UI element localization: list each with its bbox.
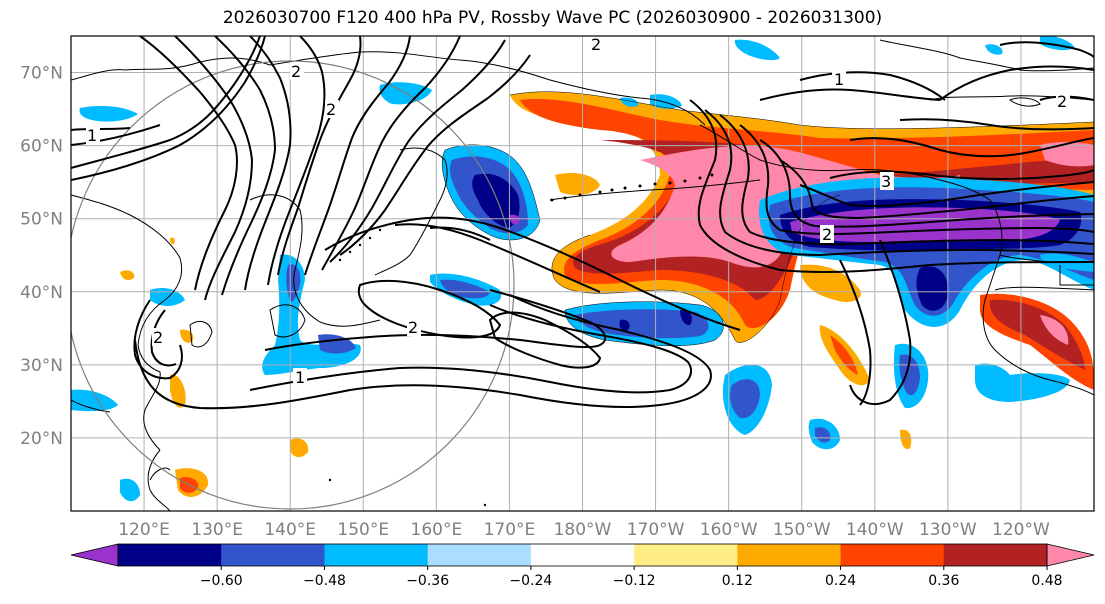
colorbar-label: −0.48 (303, 573, 346, 589)
svg-text:1: 1 (295, 368, 305, 387)
pv-contours (71, 36, 1094, 410)
longitude-label: 130°W (919, 520, 977, 540)
longitude-label: 130°E (191, 520, 243, 540)
svg-text:2: 2 (591, 35, 601, 54)
contour-label: 2 (590, 35, 604, 54)
colorbar-label: −0.12 (613, 573, 656, 589)
negative-anomaly-fill (71, 36, 1094, 502)
contour-label: 2 (1056, 92, 1070, 111)
colorbar-lower-extend (70, 543, 119, 567)
colorbar-cell (943, 544, 1048, 566)
latitude-label: 30°N (20, 356, 63, 376)
svg-text:3: 3 (881, 172, 891, 191)
colorbar: −0.60 −0.48 −0.36 −0.24 −0.12 0.12 0.24 0.36 0.4… (70, 543, 1095, 589)
longitude-label: 120°E (118, 520, 170, 540)
colorbar-cell (530, 544, 635, 566)
colorbar-cell (221, 544, 325, 566)
latitude-label: 70°N (20, 64, 63, 84)
latitude-label: 40°N (20, 283, 63, 303)
colorbar-label: −0.36 (406, 573, 449, 589)
colorbar-label: 0.24 (825, 573, 856, 589)
svg-text:2: 2 (1057, 92, 1067, 111)
contour-label: 1 (86, 126, 100, 145)
contour-label: 2 (152, 328, 166, 347)
colorbar-label: 0.12 (722, 573, 753, 589)
svg-text:1: 1 (87, 126, 97, 145)
longitude-labels: 120°E 130°E 140°E 150°E 160°E 170°E 180°W 170°W… (118, 520, 1050, 540)
map-frame (70, 35, 1095, 512)
contour-label: 2 (325, 100, 339, 119)
latitude-label: 60°N (20, 137, 63, 157)
colorbar-cell (118, 544, 222, 566)
colorbar-label: −0.24 (509, 573, 552, 589)
longitude-label: 140°W (846, 520, 904, 540)
contour-label: 1 (293, 368, 307, 387)
colorbar-cell (840, 544, 945, 566)
svg-text:2: 2 (822, 225, 832, 244)
latitude-label: 20°N (20, 429, 63, 449)
colorbar-cell (324, 544, 429, 566)
map-area: 2 2 2 2 1 1 3 2 2 1 2 (71, 35, 1094, 511)
longitude-label: 140°E (264, 520, 316, 540)
svg-text:2: 2 (408, 318, 418, 337)
colorbar-upper-extend (1046, 543, 1095, 567)
colorbar-frame (117, 543, 1048, 567)
colorbar-label: −0.60 (200, 573, 243, 589)
aleutian-islands (328, 173, 714, 507)
longitude-label: 150°W (773, 520, 831, 540)
longitude-label: 160°E (411, 520, 463, 540)
svg-text:2: 2 (291, 62, 301, 81)
svg-text:1: 1 (834, 70, 844, 89)
influence-circle (71, 60, 515, 510)
longitude-label: 170°W (627, 520, 685, 540)
map-title: 2026030700 F120 400 hPa PV, Rossby Wave … (222, 8, 883, 28)
coastlines (71, 39, 1094, 511)
contour-labels: 2 2 2 2 1 1 3 2 2 1 2 (86, 35, 1070, 387)
svg-text:2: 2 (326, 100, 336, 119)
latitude-labels: 70°N 60°N 50°N 40°N 30°N 20°N (20, 64, 63, 449)
longitude-label: 120°W (992, 520, 1050, 540)
svg-text:2: 2 (153, 328, 163, 347)
longitude-label: 150°E (337, 520, 389, 540)
contour-label: 3 (880, 172, 894, 191)
contour-label: 1 (832, 70, 846, 89)
longitude-label: 180°W (554, 520, 612, 540)
contour-label: 2 (407, 318, 421, 337)
longitude-label: 160°W (700, 520, 758, 540)
colorbar-label: 0.48 (1031, 573, 1062, 589)
colorbar-label: 0.36 (928, 573, 959, 589)
latitude-label: 50°N (20, 210, 63, 230)
colorbar-cell (634, 544, 738, 566)
longitude-label: 170°E (484, 520, 536, 540)
contour-label: 2 (290, 62, 304, 81)
colorbar-cell (737, 544, 842, 566)
colorbar-cell (427, 544, 532, 566)
contour-label: 2 (820, 225, 834, 244)
